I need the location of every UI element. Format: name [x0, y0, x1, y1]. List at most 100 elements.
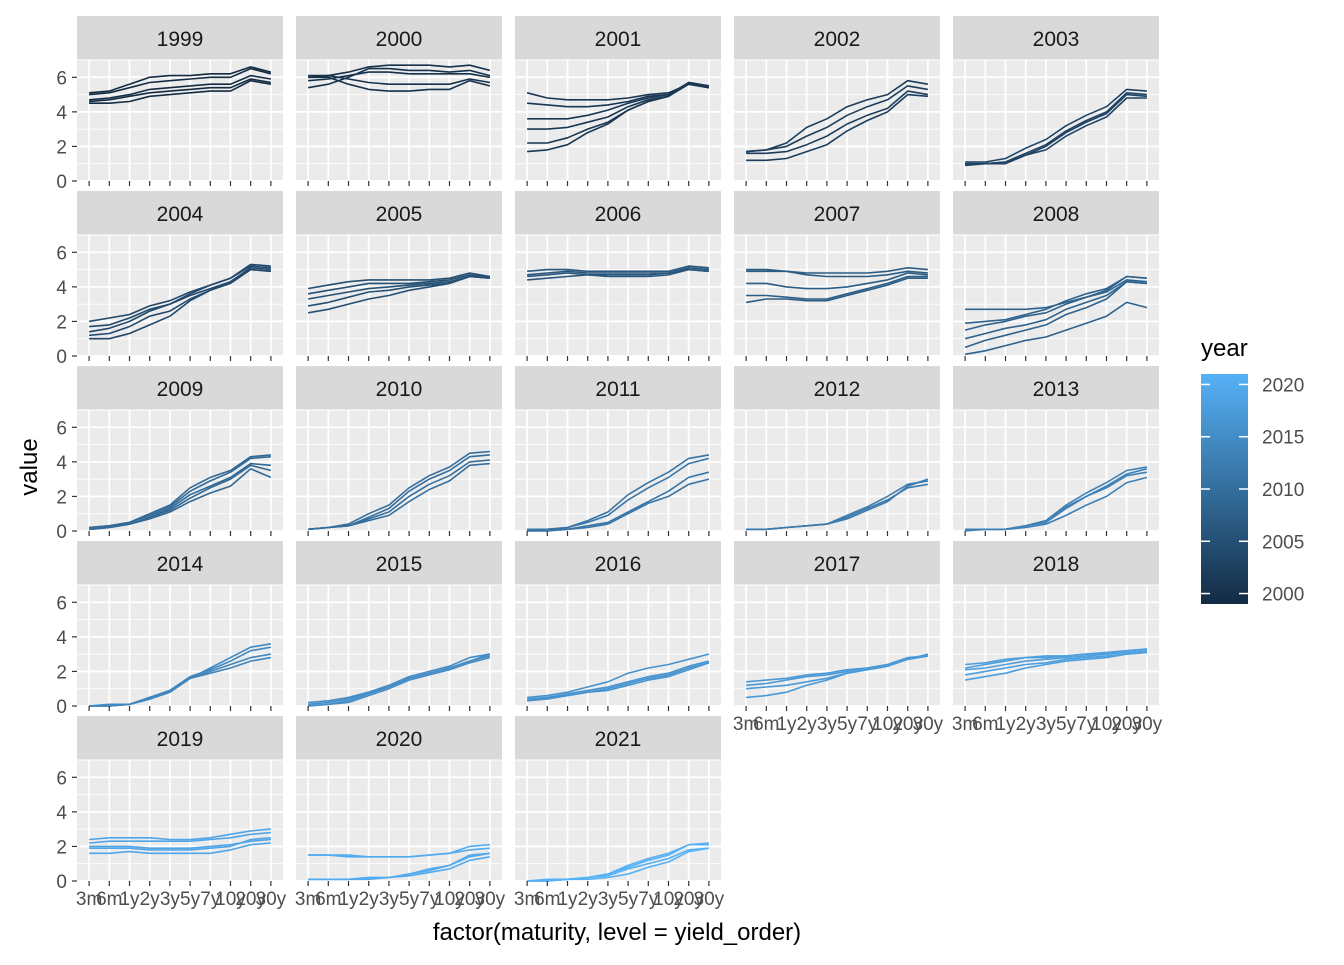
series-line [746, 655, 929, 687]
panel-background [77, 760, 283, 881]
facet-label: 2018 [1033, 553, 1080, 576]
series-line [307, 275, 490, 307]
panel-background [953, 585, 1159, 706]
x-tick-label: 2y [578, 889, 599, 910]
x-tick-label: 30y [913, 714, 944, 735]
series-line [308, 852, 490, 881]
y-tick-label: 2 [56, 312, 67, 333]
y-tick-label: 4 [56, 103, 67, 124]
x-tick-label: 7y [419, 889, 440, 910]
facet-strip [77, 16, 283, 60]
series-line [746, 655, 929, 690]
series-line [965, 471, 1148, 532]
series-line [964, 648, 1147, 669]
facet-label: 2009 [157, 378, 204, 401]
facet-panel: 2005 [296, 191, 502, 361]
facet-strip [296, 16, 502, 60]
series-line [746, 478, 929, 531]
series-line [308, 450, 490, 531]
facet-strip [734, 16, 940, 60]
x-tick-label: 3m [952, 714, 978, 735]
series-line [89, 66, 272, 94]
y-tick-label: 4 [56, 628, 67, 649]
panel-background [296, 410, 502, 531]
facet-strip [515, 366, 721, 410]
facet-strip [953, 541, 1159, 585]
series-line [964, 275, 1147, 331]
facet-label: 2017 [814, 553, 861, 576]
series-line [746, 270, 928, 278]
y-tick-label: 0 [56, 697, 67, 718]
facet-label: 2011 [595, 378, 640, 401]
x-tick-label: 10y [215, 889, 246, 910]
facet-strip [515, 541, 721, 585]
panel-background [734, 410, 940, 531]
series-line [526, 662, 710, 702]
y-tick-label: 4 [56, 803, 67, 824]
facet-label: 2003 [1033, 28, 1080, 51]
series-line [89, 78, 272, 103]
series-line [965, 88, 1147, 163]
x-tick-label: 2y [359, 889, 380, 910]
series-line [308, 76, 491, 92]
series-line [527, 457, 710, 531]
series-line [746, 85, 929, 153]
x-tick-label: 6m [96, 889, 122, 910]
x-tick-label: 10y [434, 889, 465, 910]
y-tick-label: 2 [56, 487, 67, 508]
facet-strip [515, 191, 721, 235]
series-line [307, 273, 490, 295]
facet-panel: 2016 [515, 541, 721, 711]
facet-label: 2014 [157, 553, 204, 576]
series-line [746, 79, 929, 153]
series-line [89, 79, 272, 104]
x-tick-label: 5y [1056, 714, 1077, 735]
x-tick-label: 6m [534, 889, 560, 910]
facet-strip [77, 191, 283, 235]
facet-strip [515, 716, 721, 760]
legend-break-label: 2010 [1262, 480, 1304, 501]
series-line [964, 651, 1147, 676]
series-line [307, 272, 491, 290]
y-axis-title: value [16, 438, 43, 495]
x-tick-label: 30y [1132, 714, 1163, 735]
axis-titles: factor(maturity, level = yield_order) va… [16, 438, 801, 946]
x-tick-label: 6m [753, 714, 779, 735]
x-tick-label: 7y [200, 889, 221, 910]
facet-panel: 2006 [515, 191, 721, 361]
panel-background [296, 585, 502, 706]
x-tick-label: 30y [694, 889, 725, 910]
series-line [527, 471, 710, 532]
facet-panel: 1999 0 2 4 6 [56, 16, 283, 193]
x-tick-label: 1y [776, 714, 797, 735]
y-tick-label: 6 [56, 418, 67, 439]
facet-strip [296, 541, 502, 585]
series-line [89, 842, 271, 855]
facet-panel: 2000 [296, 16, 502, 186]
facet-label: 2020 [376, 728, 423, 751]
y-tick-label: 2 [56, 137, 67, 158]
facet-panel: 2009 0 2 4 6 [56, 366, 283, 543]
legend-ticks: 2000 2005 2010 2015 2020 [1201, 375, 1304, 606]
series-line [89, 828, 271, 841]
facet-strip [77, 541, 283, 585]
x-tick-label: 3y [379, 889, 400, 910]
x-tick-label: 20y [1111, 714, 1142, 735]
series-line [89, 454, 271, 529]
series-line [308, 656, 491, 707]
panel-background [515, 235, 721, 356]
series-line [527, 653, 710, 699]
x-tick-label: 2y [797, 714, 818, 735]
x-tick-label: 20y [673, 889, 704, 910]
facet-label: 2005 [376, 203, 423, 226]
facet-strip [734, 191, 940, 235]
facet-strip [77, 716, 283, 760]
y-tick-label: 0 [56, 872, 67, 893]
facet-strip [953, 16, 1159, 60]
facet-label: 2019 [157, 728, 204, 751]
x-tick-label: 6m [315, 889, 341, 910]
facet-strip [734, 366, 940, 410]
series-line [308, 847, 490, 858]
